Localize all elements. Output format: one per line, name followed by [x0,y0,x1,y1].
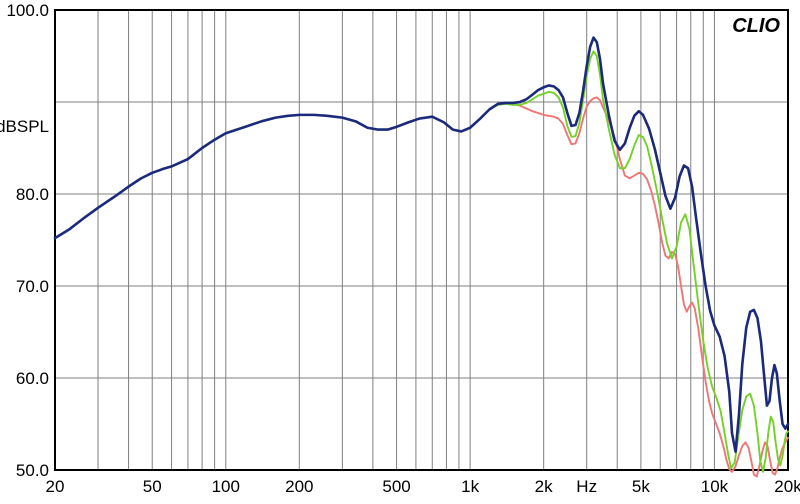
x-tick-label: 200 [285,477,313,496]
frequency-response-chart: 50.0 60.0 70.0 80.0 100.0 dBSPL 20 50 100 200 500 1… [0,0,800,504]
x-tick-label: 500 [382,477,410,496]
y-tick-label: 50.0 [16,461,49,480]
x-tick-label: 20k [774,477,800,496]
x-tick-label: 1k [461,477,479,496]
x-tick-label: 5k [632,477,650,496]
x-tick-label: 20 [46,477,65,496]
y-unit-label: dBSPL [0,117,49,136]
y-tick-label: 70.0 [16,277,49,296]
y-tick-label: 60.0 [16,369,49,388]
y-tick-label: 80.0 [16,185,49,204]
x-tick-label: 2k [535,477,553,496]
x-tick-label: 10k [701,477,729,496]
brand-label: CLIO [732,15,780,37]
x-unit-label: Hz [576,477,597,496]
chart-container: 50.0 60.0 70.0 80.0 100.0 dBSPL 20 50 100 200 500 1… [0,0,800,504]
x-tick-label: 50 [143,477,162,496]
y-tick-label: 100.0 [6,1,49,20]
x-tick-label: 100 [212,477,240,496]
